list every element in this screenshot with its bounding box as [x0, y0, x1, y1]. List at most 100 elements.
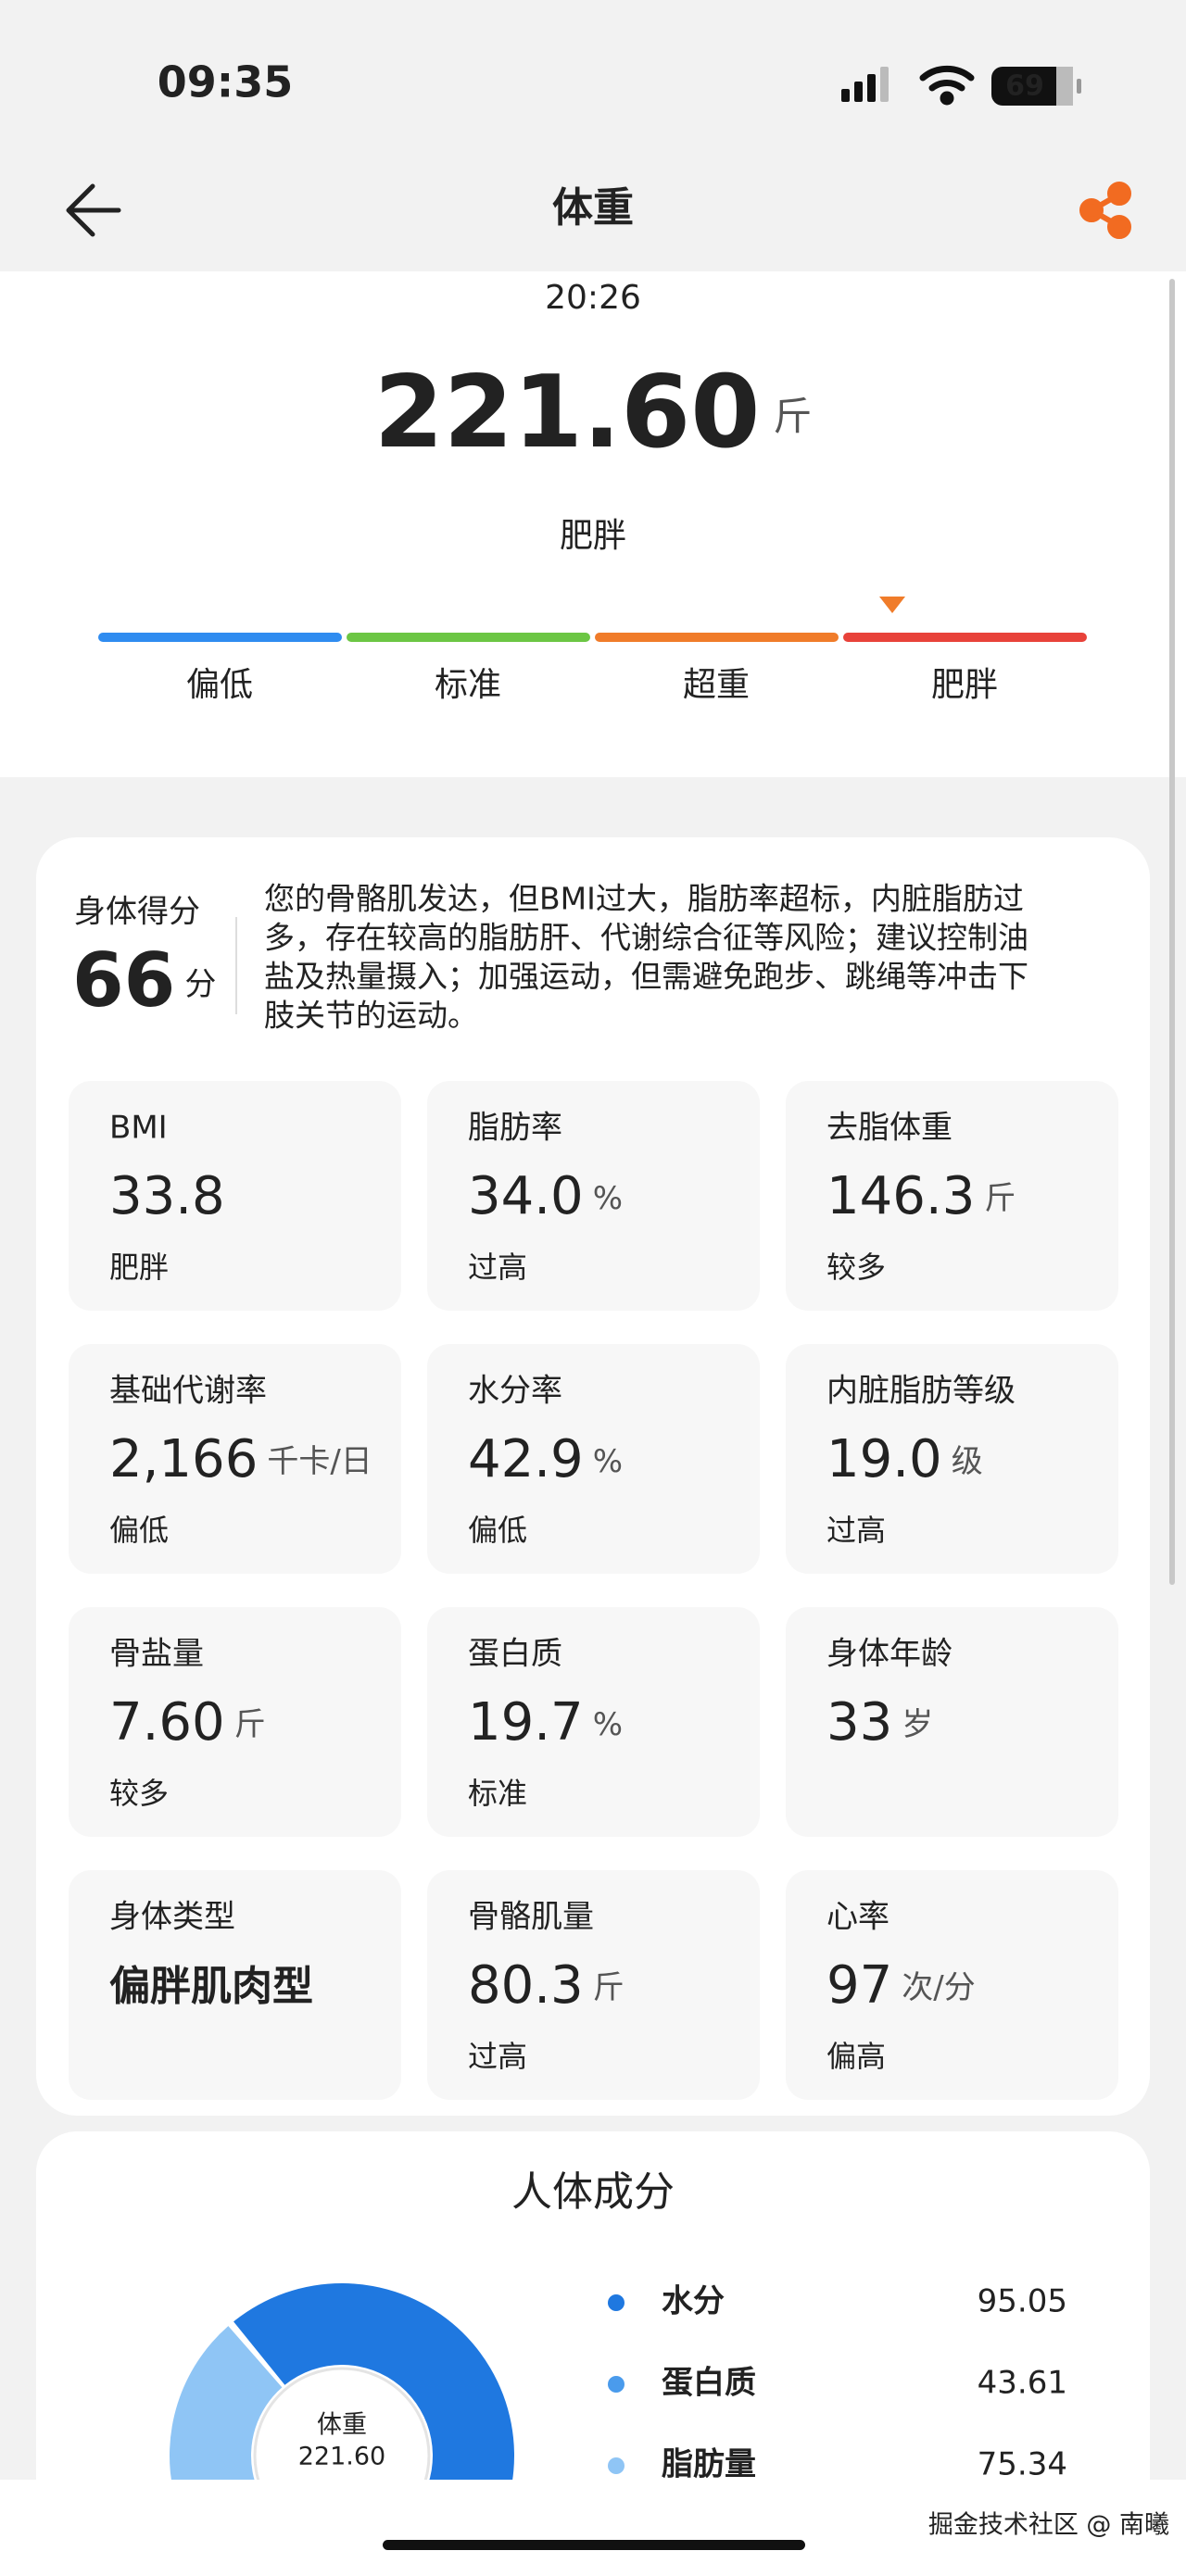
- battery-tip: [1077, 79, 1081, 94]
- weight-unit: 斤: [773, 394, 812, 439]
- metric-label: 基础代谢率: [109, 1373, 267, 1410]
- metric-number: 2,166: [109, 1429, 258, 1489]
- metric-unit: 斤: [234, 1706, 266, 1743]
- metric-value: 80.3 斤: [468, 1955, 625, 2016]
- weight: 221.60 斤: [374, 355, 813, 471]
- metric-value: 33.8: [109, 1166, 225, 1226]
- metric-label: 心率: [826, 1899, 890, 1936]
- metric-number: 19.0: [826, 1429, 942, 1489]
- page-title: 体重: [552, 184, 634, 232]
- metric-status: 标准: [468, 1776, 527, 1811]
- metric-tile: [427, 1344, 760, 1574]
- metric-status: 肥胖: [109, 1250, 169, 1285]
- bottom-bar: [0, 2480, 1186, 2576]
- legend-name: 脂肪量: [662, 2446, 756, 2483]
- metric-unit: %: [593, 1180, 623, 1217]
- battery: [991, 67, 1073, 106]
- metric-status: 较多: [109, 1776, 169, 1811]
- metric-label: 身体年龄: [826, 1636, 953, 1673]
- metric-status: 偏低: [109, 1513, 169, 1548]
- metric-tile: [786, 1607, 1118, 1837]
- level-bar: [843, 633, 1087, 642]
- center-label: 体重: [317, 2411, 367, 2440]
- metric-number: 33.8: [109, 1166, 225, 1226]
- metric-value: 33 岁: [826, 1692, 933, 1753]
- metric-number: 7.60: [109, 1692, 225, 1753]
- score-label: 身体得分: [74, 894, 200, 931]
- share-button[interactable]: [1079, 182, 1131, 239]
- metric-tile: [69, 1607, 401, 1837]
- level-label: 标准: [435, 666, 501, 704]
- home-indicator: [383, 2540, 805, 2550]
- metric-value: 7.60 斤: [109, 1692, 266, 1753]
- metric-tile: [786, 1344, 1118, 1574]
- metric-label: 蛋白质: [468, 1636, 562, 1673]
- legend-name: 水分: [662, 2283, 725, 2320]
- metric-unit: %: [593, 1443, 623, 1480]
- metric-tile: [69, 1870, 401, 2100]
- metric-value: 偏胖肌肉型: [109, 1963, 313, 2010]
- status-time: 09:35: [158, 57, 293, 107]
- score-unit: 分: [184, 966, 216, 1003]
- metric-tile: [427, 1607, 760, 1837]
- score-description: 您的骨骼肌发达，但BMI过大，脂肪率超标，内脏脂肪过: [264, 881, 1024, 917]
- metric-tile: [69, 1081, 401, 1311]
- level-label: 超重: [683, 666, 750, 704]
- score: 66 分: [72, 937, 216, 1024]
- metric-value: 146.3 斤: [826, 1166, 1016, 1226]
- summary-panel: [0, 271, 1186, 777]
- metric-number: 19.7: [468, 1692, 584, 1753]
- metric-number: 42.9: [468, 1429, 584, 1489]
- battery-empty: [1056, 67, 1073, 106]
- level-marker: [879, 597, 905, 613]
- metric-tile: [69, 1344, 401, 1574]
- metric-number: 80.3: [468, 1955, 584, 2016]
- level-label: 偏低: [186, 666, 253, 704]
- center-value: 221.60: [298, 2443, 385, 2471]
- metric-status: 偏高: [826, 2039, 886, 2074]
- weight-status: 肥胖: [560, 517, 626, 555]
- metric-tile: [786, 1081, 1118, 1311]
- watermark: 掘金技术社区 @ 南曦: [928, 2511, 1169, 2540]
- metric-tile: [786, 1870, 1118, 2100]
- measure-time: 20:26: [545, 279, 641, 317]
- scrollbar: [1169, 279, 1175, 1585]
- level-bar: [595, 633, 839, 642]
- metric-number: 偏胖肌肉型: [109, 1963, 313, 2010]
- metric-number: 146.3: [826, 1166, 975, 1226]
- metric-status: 较多: [826, 1250, 886, 1285]
- metric-number: 97: [826, 1955, 892, 2016]
- metric-unit: 斤: [593, 1969, 625, 2006]
- metric-label: 脂肪率: [468, 1110, 562, 1147]
- score-description: 多，存在较高的脂肪肝、代谢综合征等风险；建议控制油: [264, 920, 1028, 956]
- metric-unit: 次/分: [902, 1969, 975, 2006]
- legend-dot: [608, 2376, 625, 2393]
- legend-dot: [608, 2457, 625, 2474]
- metric-unit: 千卡/日: [267, 1443, 372, 1480]
- signal: [841, 67, 889, 102]
- composition-title: 人体成分: [511, 2168, 675, 2216]
- metric-label: 水分率: [468, 1373, 562, 1410]
- score-value: 66: [72, 937, 175, 1024]
- metric-value: 2,166 千卡/日: [109, 1429, 372, 1489]
- metric-tile: [427, 1870, 760, 2100]
- level-bar: [98, 633, 342, 642]
- metric-number: 33: [826, 1692, 892, 1753]
- score-description: 盐及热量摄入；加强运动，但需避免跑步、跳绳等冲击下: [264, 959, 1028, 995]
- level-label: 肥胖: [931, 666, 998, 704]
- metric-unit: 岁: [902, 1706, 933, 1743]
- back-button[interactable]: [66, 183, 121, 237]
- metric-unit: 斤: [984, 1180, 1016, 1217]
- metric-unit: %: [593, 1706, 623, 1743]
- metric-label: 内脏脂肪等级: [826, 1373, 1016, 1410]
- score-description: 肢关节的运动。: [264, 998, 478, 1034]
- legend-dot: [608, 2294, 625, 2311]
- composition-arc: [233, 2283, 515, 2539]
- metric-value: 97 次/分: [826, 1955, 976, 2016]
- metric-status: 过高: [826, 1513, 886, 1548]
- legend-name: 蛋白质: [662, 2365, 756, 2402]
- metric-label: 去脂体重: [826, 1110, 953, 1147]
- level-bar: [347, 633, 590, 642]
